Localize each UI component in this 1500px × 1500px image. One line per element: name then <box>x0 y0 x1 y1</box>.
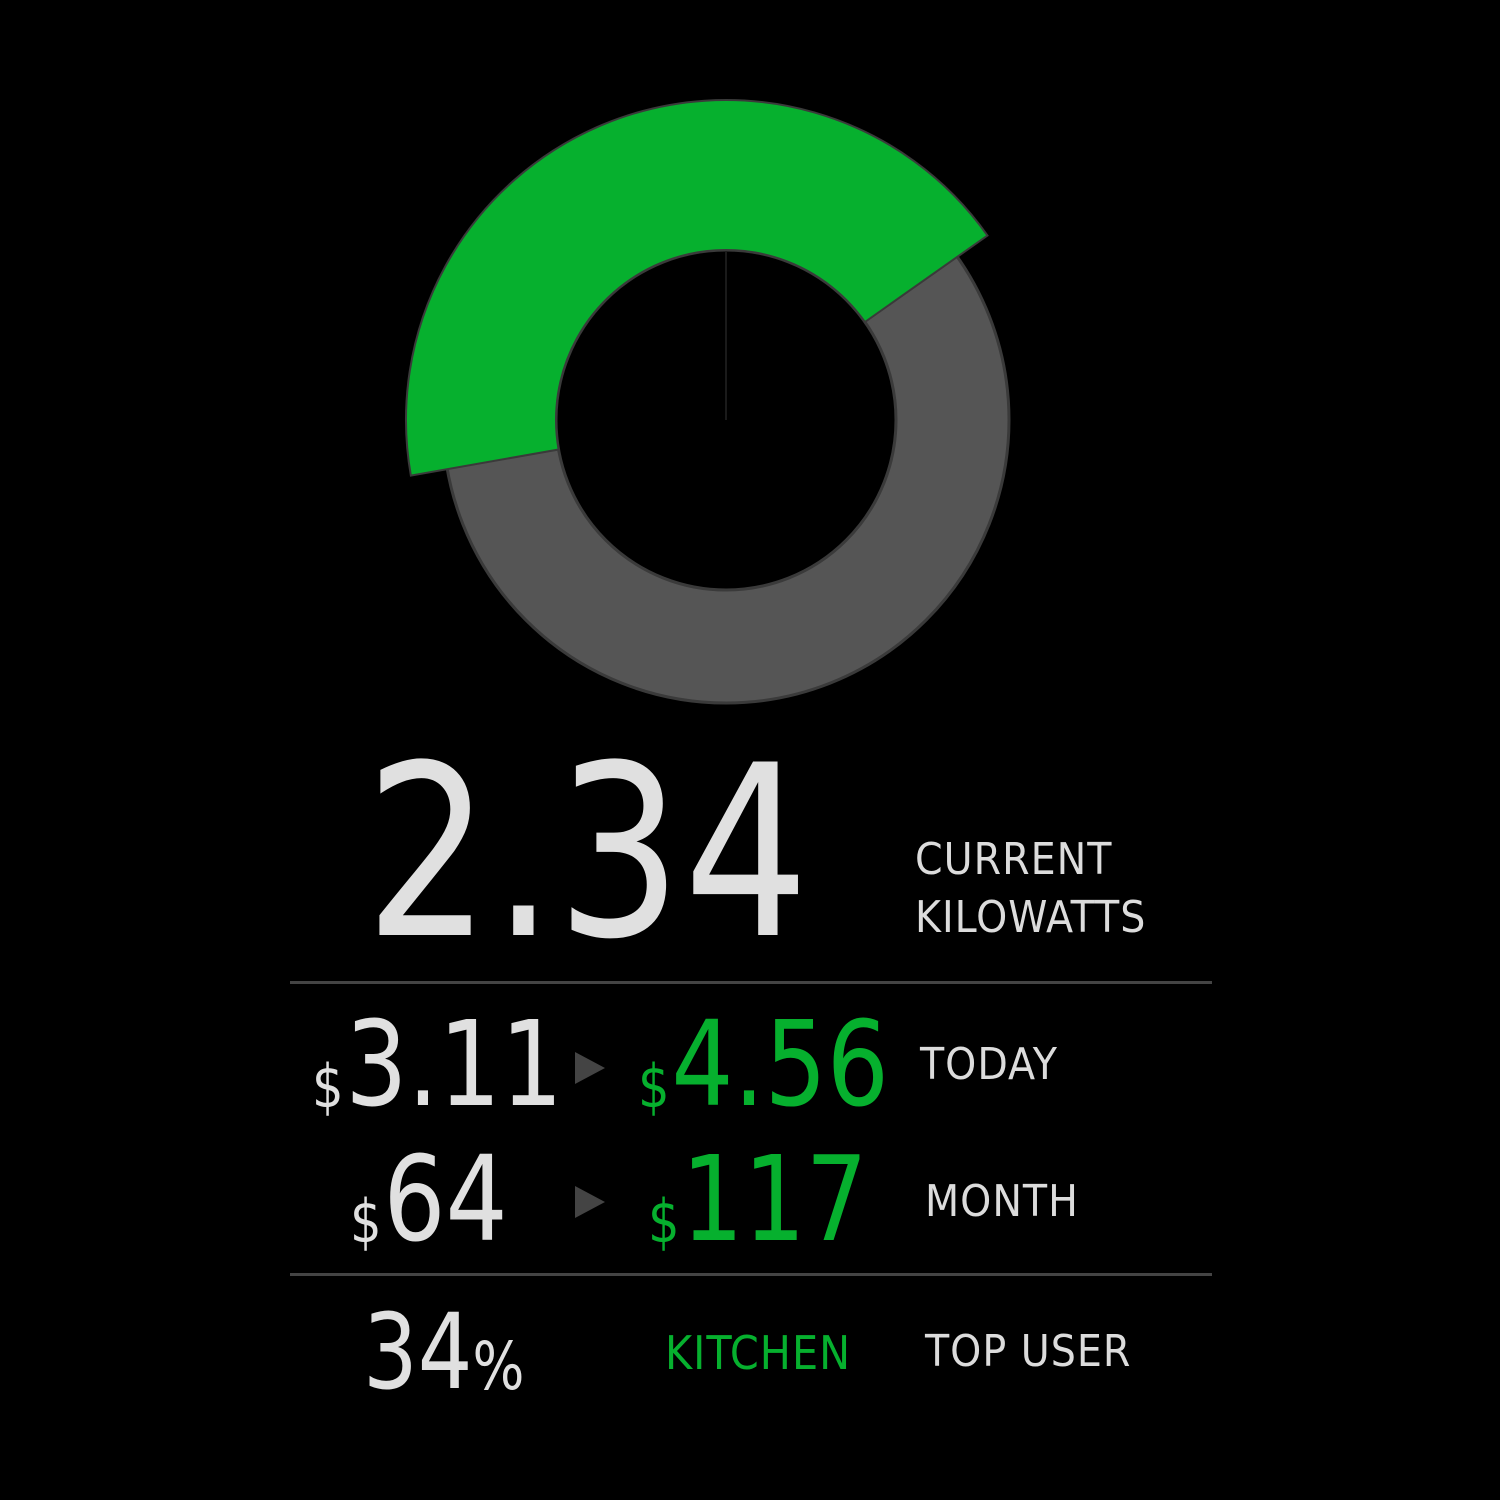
today-current-cost: $ 4.56 <box>638 1005 889 1123</box>
month-previous-cost: $ 64 <box>350 1140 508 1258</box>
percent-symbol: % <box>472 1328 525 1405</box>
gauge-fill <box>405 99 989 477</box>
today-label: TODAY <box>920 1039 1058 1090</box>
currency-symbol: $ <box>312 1052 344 1122</box>
top-user-room: KITCHEN <box>665 1326 852 1380</box>
top-user-percent: 34 % <box>363 1300 524 1404</box>
month-current-cost: $ 117 <box>648 1140 868 1258</box>
today-previous-cost: $ 3.11 <box>312 1005 563 1123</box>
month-label: MONTH <box>925 1176 1079 1227</box>
top-user-label: TOP USER <box>925 1326 1132 1377</box>
month-current-value: 117 <box>681 1130 868 1268</box>
current-kilowatts-label-line2: KILOWATTS <box>915 892 1147 943</box>
month-previous-value: 64 <box>383 1130 508 1268</box>
top-user-percent-value: 34 <box>363 1291 473 1413</box>
triangle-right-icon <box>575 1052 605 1084</box>
currency-symbol: $ <box>350 1187 382 1257</box>
divider-bottom <box>290 1273 1212 1276</box>
current-kilowatts-label-line1: CURRENT <box>915 834 1113 885</box>
today-previous-value: 3.11 <box>345 995 563 1133</box>
today-current-value: 4.56 <box>671 995 889 1133</box>
currency-symbol: $ <box>638 1052 670 1122</box>
current-kilowatts-value: 2.34 <box>365 715 811 992</box>
currency-symbol: $ <box>648 1187 680 1257</box>
divider-top <box>290 981 1212 984</box>
triangle-right-icon <box>575 1186 605 1218</box>
